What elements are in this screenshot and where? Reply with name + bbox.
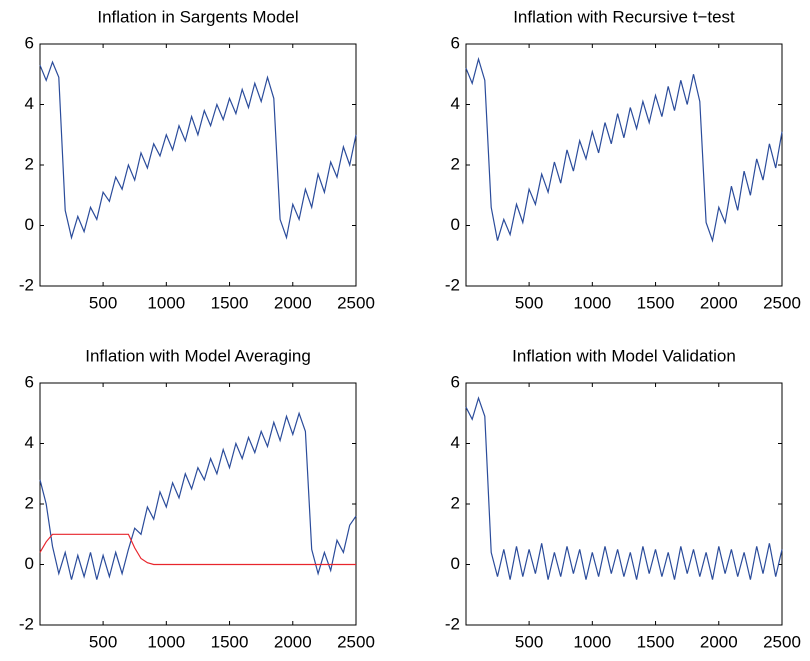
series-line [39, 60, 357, 240]
x-tick-label: 1500 [211, 632, 249, 651]
x-tick-label: 2000 [274, 632, 312, 651]
x-tick-label: 1500 [637, 293, 675, 312]
y-tick-label: 2 [25, 493, 34, 512]
y-tick-label: 4 [451, 433, 460, 452]
y-tick-label: -2 [445, 275, 460, 294]
y-tick-label: 4 [451, 94, 460, 113]
axes-box [465, 43, 783, 287]
y-tick-label: 0 [25, 215, 34, 234]
y-tick-label: -2 [19, 614, 34, 633]
y-tick-label: 6 [25, 372, 34, 391]
x-tick-label: 500 [515, 632, 543, 651]
subplot-title: Inflation with Model Averaging [85, 346, 311, 365]
series-line [39, 411, 357, 580]
y-tick-label: -2 [445, 614, 460, 633]
x-tick-label: 1000 [573, 293, 611, 312]
x-tick-label: 500 [515, 293, 543, 312]
axes-box [39, 43, 357, 287]
series-line [465, 396, 783, 580]
y-tick-label: 0 [451, 554, 460, 573]
y-tick-label: 6 [25, 33, 34, 52]
y-tick-label: 2 [25, 154, 34, 173]
x-tick-label: 1000 [573, 632, 611, 651]
x-tick-label: 500 [89, 632, 117, 651]
subplot-title: Inflation with Model Validation [512, 346, 736, 365]
x-tick-label: 2500 [763, 632, 801, 651]
axes-box [39, 382, 357, 626]
y-tick-label: 4 [25, 433, 34, 452]
y-tick-label: 2 [451, 154, 460, 173]
x-tick-label: 2500 [337, 632, 375, 651]
x-tick-label: 500 [89, 293, 117, 312]
x-tick-label: 2500 [763, 293, 801, 312]
x-tick-label: 2000 [700, 293, 738, 312]
y-tick-label: 0 [25, 554, 34, 573]
y-tick-label: 6 [451, 372, 460, 391]
subplot-title: Inflation with Recursive t−test [513, 7, 735, 26]
y-tick-label: -2 [19, 275, 34, 294]
y-tick-label: 0 [451, 215, 460, 234]
axes-box [465, 382, 783, 626]
y-tick-label: 4 [25, 94, 34, 113]
x-tick-label: 2000 [274, 293, 312, 312]
x-tick-label: 2500 [337, 293, 375, 312]
x-tick-label: 1500 [637, 632, 675, 651]
x-tick-label: 1500 [211, 293, 249, 312]
series-line [39, 533, 356, 566]
y-tick-label: 2 [451, 493, 460, 512]
subplot-title: Inflation in Sargents Model [97, 7, 298, 26]
series-line [465, 56, 783, 243]
x-tick-label: 2000 [700, 632, 738, 651]
y-tick-label: 6 [451, 33, 460, 52]
x-tick-label: 1000 [147, 632, 185, 651]
x-tick-label: 1000 [147, 293, 185, 312]
